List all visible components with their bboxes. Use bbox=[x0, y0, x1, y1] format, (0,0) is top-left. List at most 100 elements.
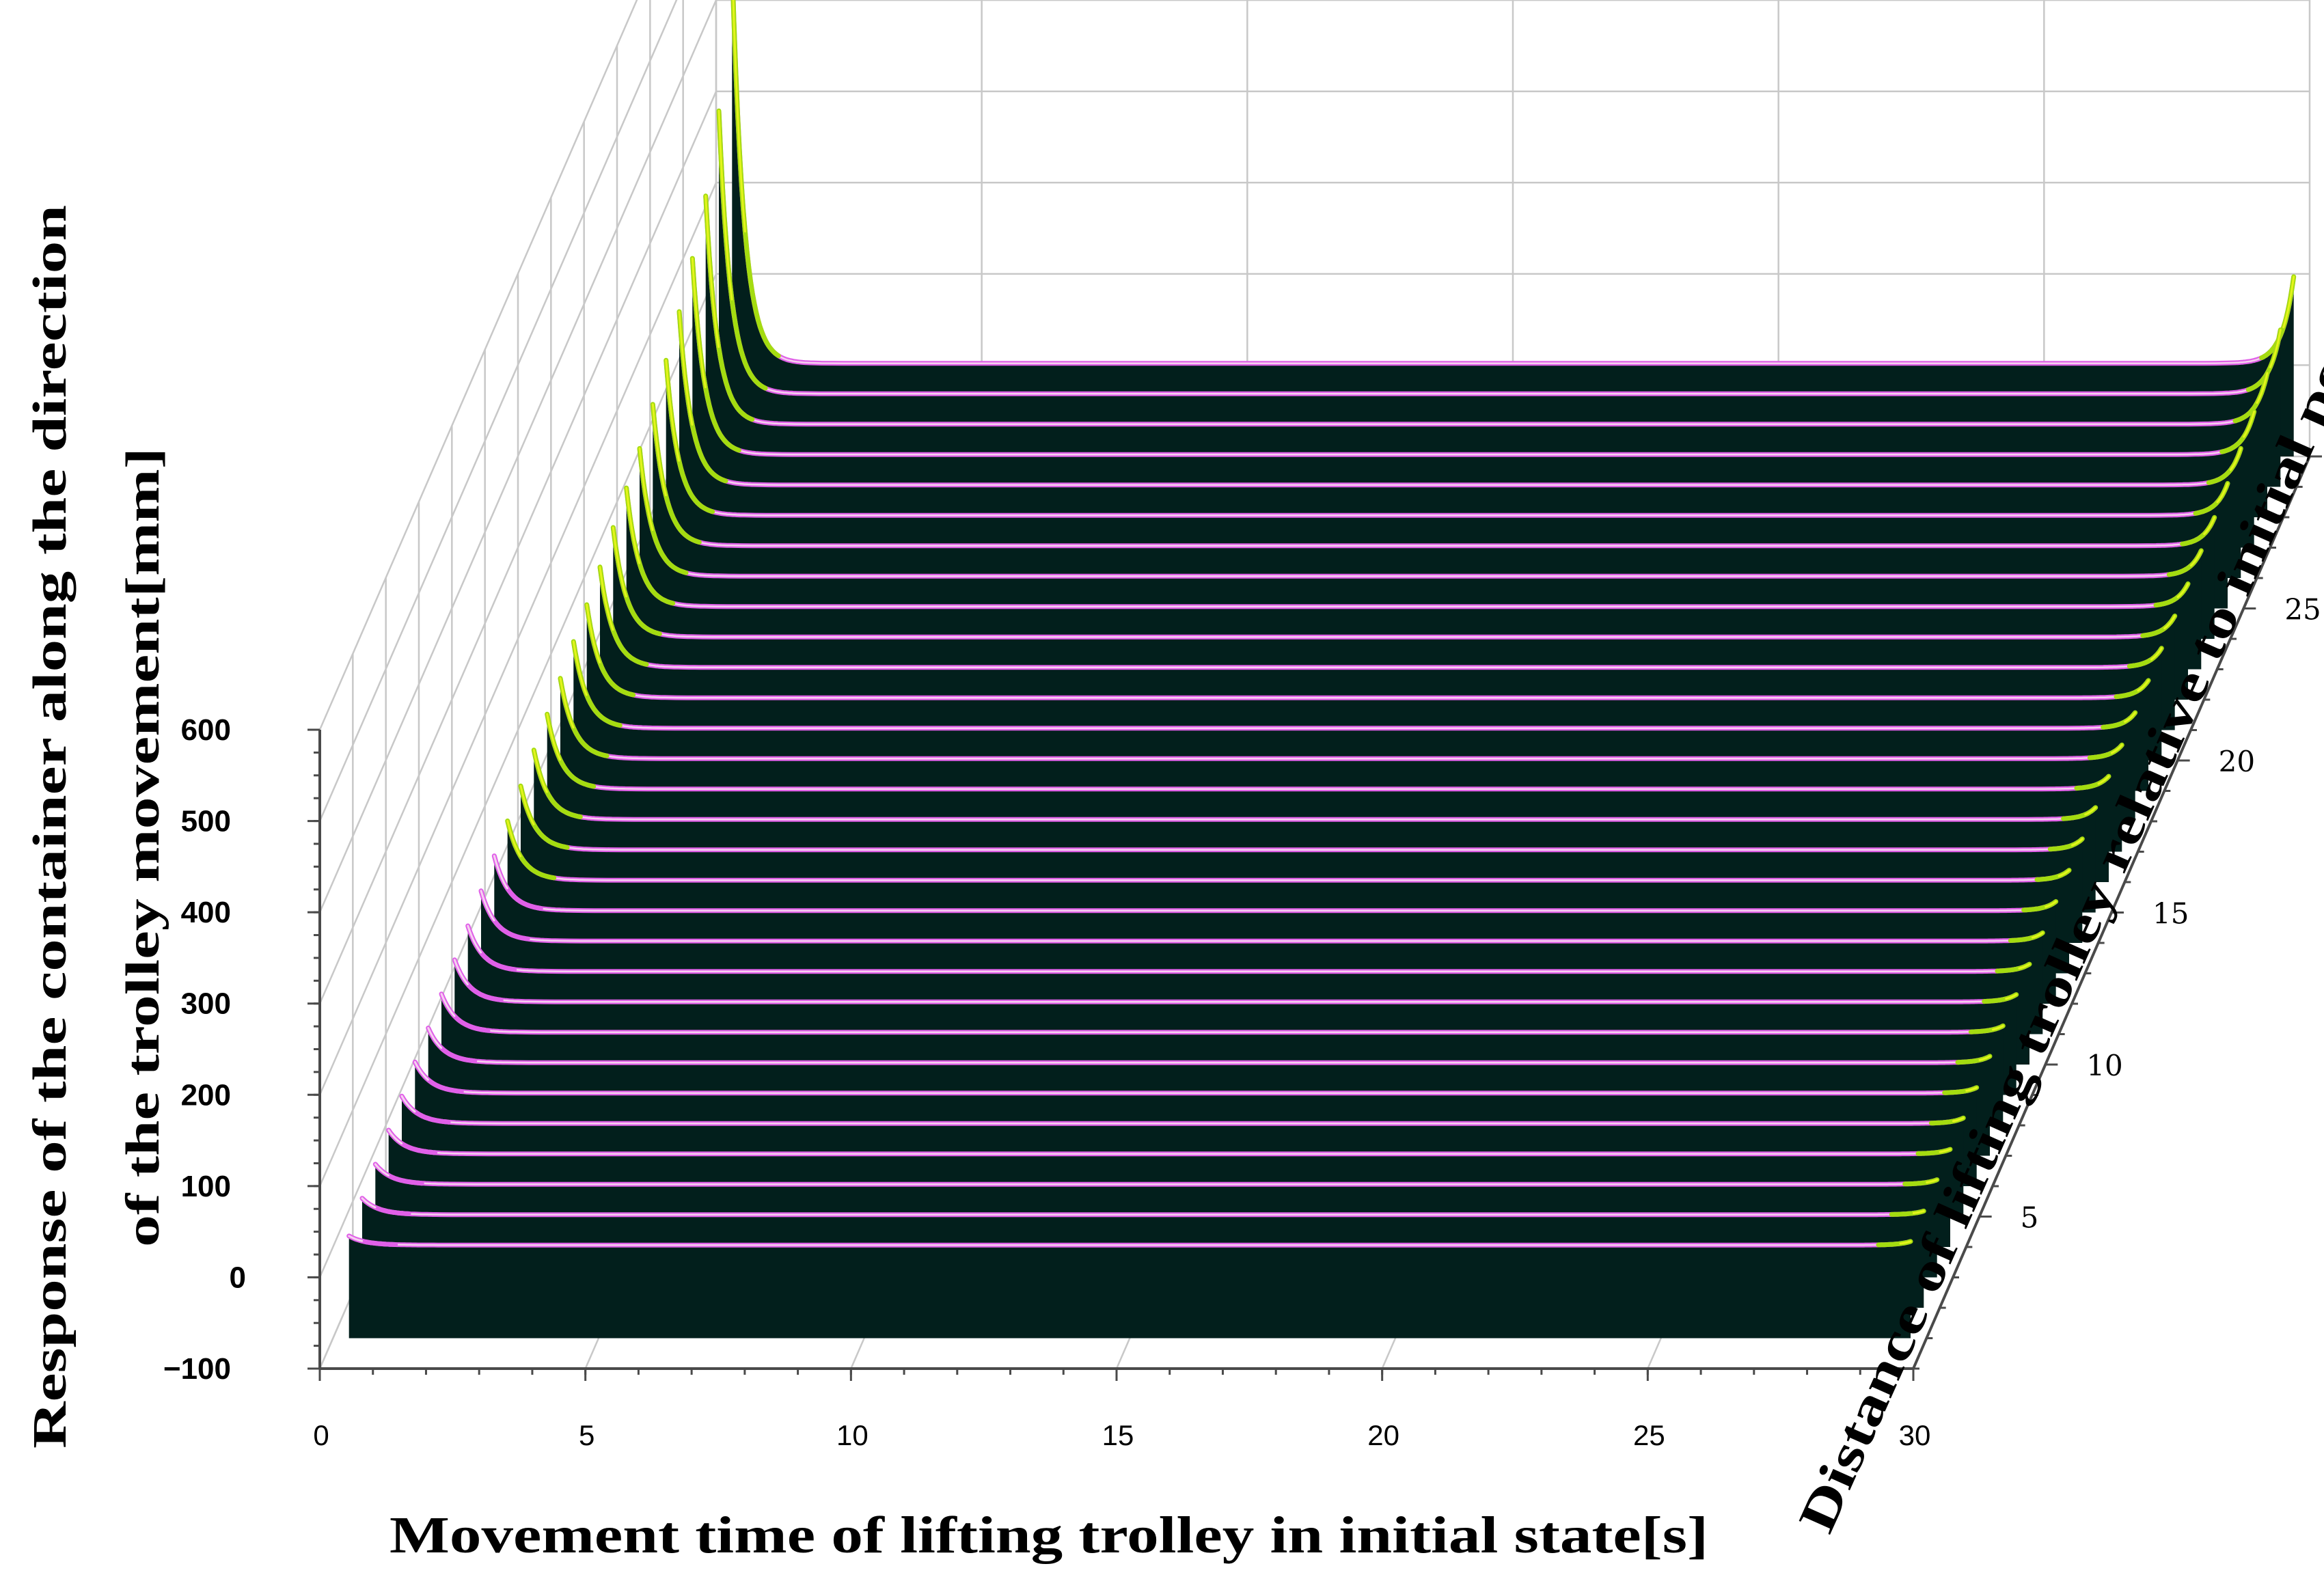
series-line-highlight bbox=[612, 527, 2176, 638]
y-tick-label: 300 bbox=[181, 987, 231, 1021]
series-start-peak-tip bbox=[651, 403, 667, 497]
series-line-highlight bbox=[361, 1197, 1924, 1216]
series-end-peak-tip bbox=[2110, 743, 2123, 754]
series-start-peak-tip bbox=[665, 359, 681, 462]
series-end-peak-tip bbox=[2031, 931, 2044, 939]
y-axis-title-line1: Response of the container along the dire… bbox=[24, 205, 77, 1449]
series-end-peak-tip bbox=[2097, 775, 2110, 785]
series-start-peak-tip bbox=[413, 1060, 429, 1081]
series-start-peak-tip bbox=[717, 109, 733, 301]
series-end-peak-tip bbox=[2243, 411, 2256, 438]
series-end-peak-tip bbox=[2282, 275, 2295, 329]
series-start-peak-tip bbox=[374, 1163, 389, 1177]
series-end-peak-tip bbox=[2070, 838, 2083, 847]
series-start-peak-tip bbox=[691, 257, 707, 389]
left-wall-gridline bbox=[318, 0, 678, 822]
series-end-peak-tip bbox=[1965, 1086, 1978, 1092]
y-tick-label: 0 bbox=[230, 1261, 246, 1294]
z-tick-label: 20 bbox=[2219, 745, 2255, 778]
series-line-highlight bbox=[519, 786, 2083, 851]
series-start-peak-tip bbox=[705, 195, 720, 348]
series-line-highlight bbox=[586, 604, 2150, 699]
series-line-highlight bbox=[480, 890, 2043, 942]
series-start-peak-tip bbox=[467, 924, 482, 954]
series-start-peak-tip bbox=[361, 1197, 377, 1209]
series-start-peak-tip bbox=[572, 640, 588, 696]
series-line-highlight bbox=[717, 111, 2282, 395]
series-line-highlight bbox=[400, 1095, 1964, 1125]
series-end-peak-tip bbox=[2005, 993, 2018, 1000]
series-end-peak-tip bbox=[2269, 329, 2282, 368]
left-wall-gridline bbox=[318, 273, 717, 1187]
series-start-peak-tip bbox=[453, 959, 469, 985]
tick-labels: 600 500 400 300 200 100 0 −100 0 5 10 15 20 25 30 5 10 15… bbox=[163, 593, 2321, 1452]
x-tick-label: 30 bbox=[1899, 1419, 1931, 1451]
series-line-highlight bbox=[665, 360, 2229, 517]
series-line bbox=[716, 111, 2283, 396]
z-tick-label: 15 bbox=[2152, 897, 2189, 931]
series-end-peak-tip bbox=[2124, 711, 2137, 723]
series-line-highlight bbox=[573, 641, 2136, 730]
series-start-peak-tip bbox=[586, 603, 601, 663]
series-end-peak-tip bbox=[1991, 1024, 2004, 1031]
series-ribbon bbox=[692, 258, 2254, 548]
series-end-peak-tip bbox=[1978, 1055, 1991, 1061]
series-start-peak-tip bbox=[480, 890, 495, 922]
series-group bbox=[346, 0, 2297, 1339]
series-ribbon bbox=[348, 1235, 1911, 1339]
series-line-highlight bbox=[692, 258, 2255, 456]
series-line-highlight bbox=[546, 713, 2109, 791]
series-line-highlight bbox=[440, 993, 2004, 1034]
series-start-peak-tip bbox=[599, 566, 614, 631]
y-tick-label: 400 bbox=[181, 896, 231, 929]
series-line-highlight bbox=[414, 1061, 1978, 1095]
series-start-peak-tip bbox=[532, 749, 548, 793]
series-line-highlight bbox=[348, 1235, 1911, 1246]
series-end-peak-tip bbox=[1939, 1148, 1952, 1153]
series-start-peak-tip bbox=[612, 526, 627, 598]
series-start-peak-tip bbox=[625, 486, 641, 564]
series-start-peak-tip bbox=[440, 993, 456, 1017]
series-line-highlight bbox=[493, 855, 2057, 912]
x-tick-label: 25 bbox=[1633, 1419, 1665, 1451]
series-line-highlight bbox=[427, 1027, 1991, 1064]
series-line-highlight bbox=[652, 404, 2215, 547]
series-end-peak-tip bbox=[2150, 647, 2163, 661]
x-tick-label: 15 bbox=[1102, 1419, 1134, 1451]
series-end-peak-tip bbox=[2084, 806, 2097, 816]
series-line-highlight bbox=[467, 925, 2030, 973]
y-tick-label: 500 bbox=[181, 805, 231, 838]
series-start-peak-tip bbox=[732, 0, 746, 233]
series-start-peak-tip bbox=[559, 677, 575, 729]
series-start-peak-tip bbox=[400, 1095, 416, 1113]
series-end-peak-tip bbox=[2163, 615, 2176, 629]
series-end-peak-tip bbox=[1899, 1240, 1912, 1245]
series-end-peak-tip bbox=[2216, 482, 2229, 504]
left-wall-gridline bbox=[318, 91, 717, 1004]
series-start-peak-tip bbox=[638, 447, 654, 532]
left-wall-gridline bbox=[318, 182, 717, 1095]
series-end-peak-tip bbox=[1952, 1116, 1965, 1123]
x-tick-label: 10 bbox=[836, 1419, 869, 1451]
series-start-peak-tip bbox=[493, 855, 508, 890]
series-ribbon bbox=[679, 312, 2241, 578]
series-start-peak-tip bbox=[427, 1027, 443, 1049]
series-line-highlight bbox=[625, 487, 2189, 608]
y-axis-title-line2: of the trolley movement[mm] bbox=[117, 448, 169, 1247]
series-end-peak-tip bbox=[2045, 900, 2058, 908]
y-tick-label: −100 bbox=[163, 1352, 231, 1386]
series-end-peak-tip bbox=[2058, 869, 2070, 877]
series-start-peak-tip bbox=[519, 784, 535, 825]
series-end-peak-tip bbox=[1926, 1179, 1939, 1183]
series-end-peak-tip bbox=[2189, 549, 2202, 567]
series-start-peak-tip bbox=[387, 1129, 403, 1144]
z-tick-label: 10 bbox=[2086, 1049, 2122, 1082]
series-end-peak-tip bbox=[2256, 372, 2269, 404]
series-start-peak-tip bbox=[506, 819, 522, 858]
left-wall-gridline bbox=[318, 0, 717, 913]
series-end-peak-tip bbox=[2203, 516, 2216, 535]
series-line-highlight bbox=[454, 959, 2017, 1003]
series-line-highlight bbox=[638, 448, 2202, 577]
x-tick-label: 5 bbox=[579, 1419, 594, 1451]
